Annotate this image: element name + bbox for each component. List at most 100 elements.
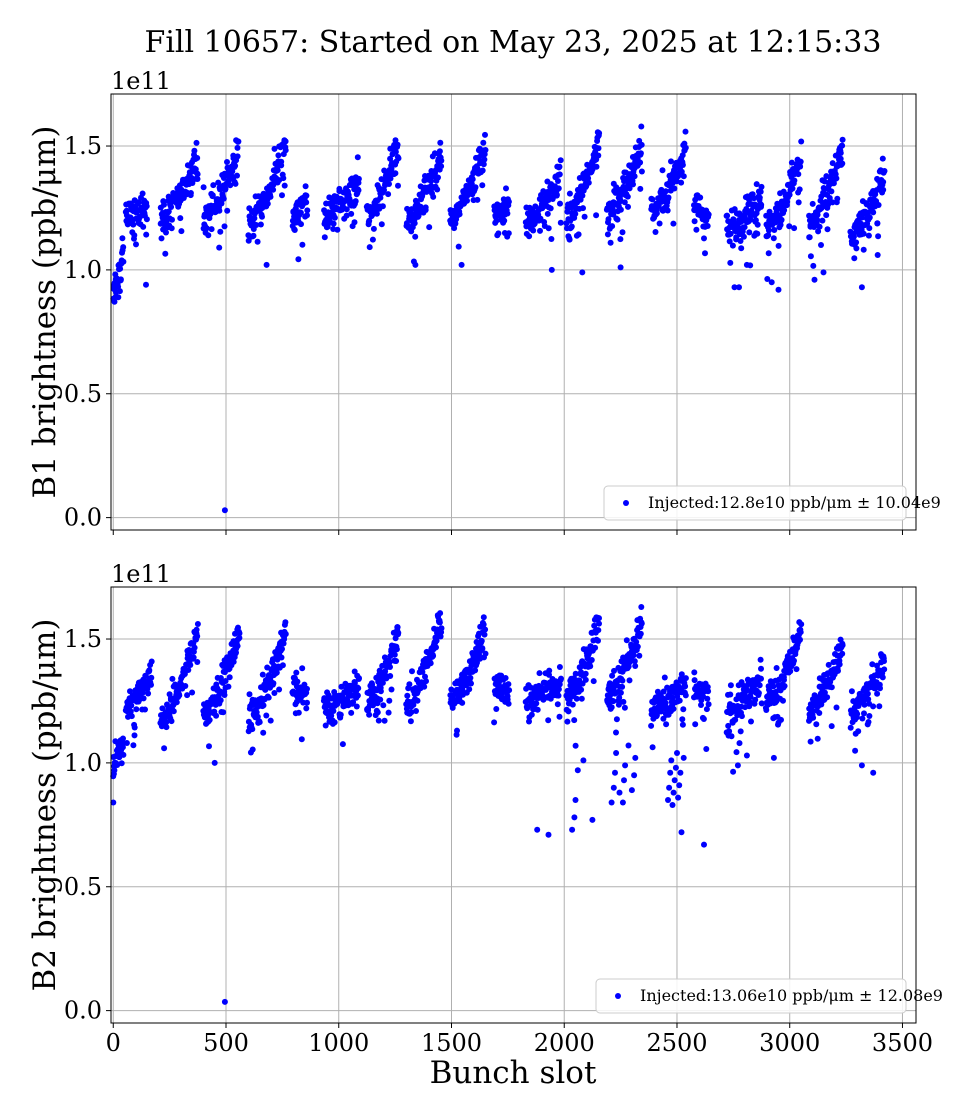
data-point — [235, 138, 242, 145]
data-point-outlier — [678, 829, 685, 836]
data-point — [505, 700, 512, 707]
data-point — [750, 195, 757, 202]
scatter-points — [110, 123, 888, 514]
data-point — [678, 671, 685, 678]
data-point-outlier — [589, 816, 596, 823]
data-point — [354, 692, 361, 699]
data-point — [837, 155, 844, 162]
data-point — [299, 665, 306, 672]
legend-label: Injected:12.8e10 ppb/μm ± 10.04e9 — [648, 493, 941, 512]
data-point-outlier — [671, 777, 678, 784]
data-point — [381, 717, 388, 724]
data-point — [613, 729, 619, 736]
x-tick-label: 0 — [106, 1029, 121, 1057]
data-point-outlier — [811, 276, 818, 283]
data-point — [379, 662, 386, 669]
data-point — [869, 661, 876, 668]
data-point — [254, 713, 261, 720]
data-point — [796, 186, 803, 193]
scatter-points — [110, 604, 888, 1005]
data-point-outlier — [569, 826, 576, 833]
data-point — [119, 235, 126, 242]
data-point — [865, 696, 872, 703]
data-point — [555, 185, 562, 192]
data-point — [217, 697, 224, 704]
data-point — [436, 619, 443, 626]
data-point — [859, 715, 866, 722]
data-point-outlier — [870, 769, 877, 776]
data-point — [526, 233, 533, 240]
data-point — [738, 713, 745, 720]
data-point — [282, 147, 289, 154]
data-point-outlier — [458, 261, 465, 268]
data-point — [860, 230, 867, 237]
data-point — [615, 701, 622, 708]
data-point — [466, 686, 473, 693]
data-point — [596, 615, 602, 622]
data-point — [854, 711, 861, 717]
data-point — [758, 675, 764, 682]
data-point — [752, 217, 759, 224]
data-point — [580, 205, 586, 212]
panel-b1: 0.0 0.5 1.0 1.5 1e11 B1 brightness (ppb/μm) In… — [27, 67, 941, 535]
data-point — [581, 213, 588, 220]
data-point — [412, 233, 419, 240]
data-point-outlier — [612, 769, 618, 776]
data-point — [626, 185, 633, 192]
data-point — [546, 671, 552, 678]
data-point-outlier — [534, 826, 541, 833]
data-point — [795, 199, 802, 206]
legend: Injected:13.06e10 ppb/μm ± 12.08e9 — [595, 978, 943, 1014]
data-point-outlier — [736, 284, 742, 291]
data-point — [534, 706, 541, 713]
data-point — [880, 186, 887, 193]
data-point — [392, 170, 399, 177]
data-point — [810, 262, 817, 269]
data-point — [659, 167, 666, 174]
data-point — [664, 207, 671, 214]
data-point-outlier — [670, 789, 677, 796]
data-point — [354, 154, 361, 161]
data-point — [679, 721, 686, 728]
data-point-outlier — [731, 284, 738, 291]
data-point — [220, 709, 227, 716]
data-point — [879, 674, 886, 681]
data-point — [355, 187, 362, 194]
data-point — [864, 690, 871, 697]
data-point — [222, 678, 229, 684]
data-point — [224, 207, 231, 214]
data-point — [133, 241, 139, 248]
data-point — [120, 258, 127, 265]
data-point — [853, 239, 860, 246]
data-point — [611, 667, 617, 674]
data-point — [860, 246, 867, 253]
data-point — [493, 706, 500, 712]
data-point — [298, 221, 304, 228]
data-point — [636, 652, 643, 659]
data-point — [480, 139, 487, 146]
data-point — [660, 688, 667, 695]
data-point — [791, 177, 798, 184]
data-point — [837, 150, 844, 156]
data-point — [682, 683, 689, 690]
data-point — [728, 733, 735, 740]
data-point-outlier — [622, 762, 629, 769]
data-point — [833, 175, 840, 182]
data-point-outlier — [571, 814, 578, 821]
data-point — [733, 749, 740, 756]
data-point — [422, 204, 429, 211]
data-point — [565, 708, 572, 715]
data-point — [234, 172, 240, 179]
data-point — [193, 139, 200, 146]
data-point — [438, 625, 445, 632]
data-point — [595, 145, 602, 152]
data-point — [638, 141, 645, 148]
data-point — [692, 721, 699, 728]
data-point — [697, 194, 704, 201]
data-point — [556, 163, 563, 170]
data-point — [557, 219, 564, 226]
data-point — [740, 233, 747, 240]
data-point — [304, 212, 310, 219]
data-point — [553, 191, 560, 198]
data-point — [278, 158, 285, 165]
